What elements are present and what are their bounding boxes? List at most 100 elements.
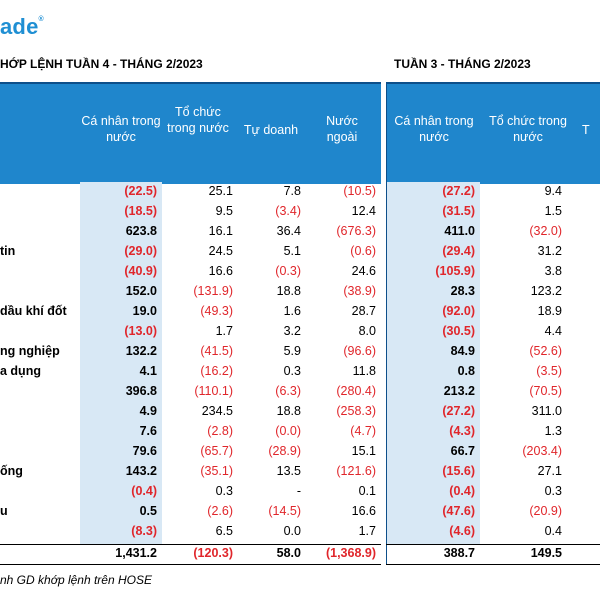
left-section-title: HỚP LỆNH TUẦN 4 - THÁNG 2/2023 (0, 57, 203, 71)
table-row: (18.5) 9.5 (3.4) 12.4 (31.5) 1.5 (0, 202, 600, 222)
table-row: (8.3) 6.5 0.0 1.7 (4.6) 0.4 (0, 522, 600, 542)
table-cell: (40.9) (124, 264, 157, 278)
table-cell: 623.8 (125, 224, 157, 238)
table-cell: 234.5 (201, 404, 233, 418)
table-cell: (8.3) (131, 524, 157, 538)
total-cell: (1,368.9) (325, 546, 376, 560)
table-cell: (35.1) (200, 464, 233, 478)
right-section-title: TUẦN 3 - THÁNG 2/2023 (394, 57, 531, 71)
row-label: u (0, 504, 8, 518)
table-cell: (0.0) (275, 424, 301, 438)
table-bottom-border (0, 564, 381, 565)
header-proprietary-w3-partial: T (582, 123, 590, 137)
table-cell: 0.3 (544, 484, 562, 498)
total-cell: 58.0 (276, 546, 301, 560)
table-cell: (16.2) (200, 364, 233, 378)
table-cell: (2.8) (207, 424, 233, 438)
table-cell: (65.7) (200, 444, 233, 458)
table-cell: (676.3) (336, 224, 376, 238)
table-cell: (92.0) (442, 304, 475, 318)
table-divider-line (386, 82, 387, 564)
table-cell: (3.4) (275, 204, 301, 218)
total-cell: 1,431.2 (115, 546, 157, 560)
table-cell: 18.9 (537, 304, 562, 318)
table-cell: (280.4) (336, 384, 376, 398)
table-row: dầu khí đốt 19.0 (49.3) 1.6 28.7 (92.0) 18.9 (0, 302, 600, 322)
row-label: ống (0, 464, 23, 478)
table-cell: (4.3) (449, 424, 475, 438)
table-cell: 13.5 (276, 464, 301, 478)
table-cell: (20.9) (529, 504, 562, 518)
table-divider (381, 82, 386, 564)
table-cell: 36.4 (276, 224, 301, 238)
table-cell: - (296, 484, 301, 498)
table-cell: 7.8 (283, 184, 301, 198)
table-cell: 31.2 (537, 244, 562, 258)
table-cell: 11.8 (352, 364, 376, 378)
table-cell: (29.0) (124, 244, 157, 258)
table-cell: 19.0 (132, 304, 157, 318)
table-cell: 0.3 (283, 364, 301, 378)
table-row: 7.6 (2.8) (0.0) (4.7) (4.3) 1.3 (0, 422, 600, 442)
table-row: 4.9 234.5 18.8 (258.3) (27.2) 311.0 (0, 402, 600, 422)
table-cell: 6.5 (215, 524, 233, 538)
table-cell: 7.6 (139, 424, 157, 438)
table-cell: 213.2 (443, 384, 475, 398)
table-cell: (4.7) (350, 424, 376, 438)
table-cell: 0.3 (215, 484, 233, 498)
total-cell: 149.5 (530, 546, 562, 560)
table-cell: (18.5) (124, 204, 157, 218)
table-cell: 25.1 (208, 184, 233, 198)
table-cell: 1.5 (544, 204, 562, 218)
table-cell: 4.1 (139, 364, 157, 378)
table-cell: 3.8 (544, 264, 562, 278)
table-cell: 16.6 (351, 504, 376, 518)
table-row: u 0.5 (2.6) (14.5) 16.6 (47.6) (20.9) (0, 502, 600, 522)
brand-logo: ade® (0, 14, 44, 39)
header-institution-domestic: Tổ chức trong nước (167, 105, 229, 135)
table-cell: 8.0 (358, 324, 376, 338)
table-cell: (96.6) (343, 344, 376, 358)
row-label: dầu khí đốt (0, 304, 67, 318)
table-cell: 84.9 (450, 344, 475, 358)
table-cell: (32.0) (529, 224, 562, 238)
table-row: 152.0 (131.9) 18.8 (38.9) 28.3 123.2 (0, 282, 600, 302)
table-row: 79.6 (65.7) (28.9) 15.1 66.7 (203.4) (0, 442, 600, 462)
table-cell: (2.6) (207, 504, 233, 518)
right-header-band (386, 82, 600, 184)
table-cell: 16.6 (208, 264, 233, 278)
table-cell: (0.3) (275, 264, 301, 278)
table-bottom-border-right (386, 564, 600, 565)
table-row: (0.4) 0.3 - 0.1 (0.4) 0.3 (0, 482, 600, 502)
table-cell: 28.3 (450, 284, 475, 298)
table-row: tin (29.0) 24.5 5.1 (0.6) (29.4) 31.2 (0, 242, 600, 262)
table-cell: (29.4) (442, 244, 475, 258)
table-cell: 1.6 (283, 304, 301, 318)
table-cell: 5.1 (283, 244, 301, 258)
table-cell: 27.1 (537, 464, 562, 478)
table-cell: 143.2 (125, 464, 157, 478)
table-cell: (105.9) (435, 264, 475, 278)
table-cell: 79.6 (132, 444, 157, 458)
table-cell: (10.5) (343, 184, 376, 198)
table-cell: 311.0 (531, 404, 562, 418)
table-row: a dụng 4.1 (16.2) 0.3 11.8 0.8 (3.5) (0, 362, 600, 382)
table-cell: (110.1) (194, 384, 233, 398)
table-cell: 1.7 (215, 324, 233, 338)
table-cell: 9.5 (215, 204, 233, 218)
total-cell: (120.3) (193, 546, 233, 560)
table-cell: (203.4) (522, 444, 562, 458)
row-label: tin (0, 244, 16, 258)
table-cell: (14.5) (268, 504, 301, 518)
table-cell: 3.2 (283, 324, 301, 338)
highlight-column-right (387, 182, 480, 544)
table-cell: 0.4 (544, 524, 562, 538)
table-row: (13.0) 1.7 3.2 8.0 (30.5) 4.4 (0, 322, 600, 342)
table-cell: 24.5 (208, 244, 233, 258)
table-cell: 0.1 (358, 484, 376, 498)
table-cell: (0.4) (449, 484, 475, 498)
table-cell: 1.3 (544, 424, 562, 438)
table-cell: 15.1 (351, 444, 376, 458)
table-cell: (0.4) (131, 484, 157, 498)
table-cell: (4.6) (449, 524, 475, 538)
